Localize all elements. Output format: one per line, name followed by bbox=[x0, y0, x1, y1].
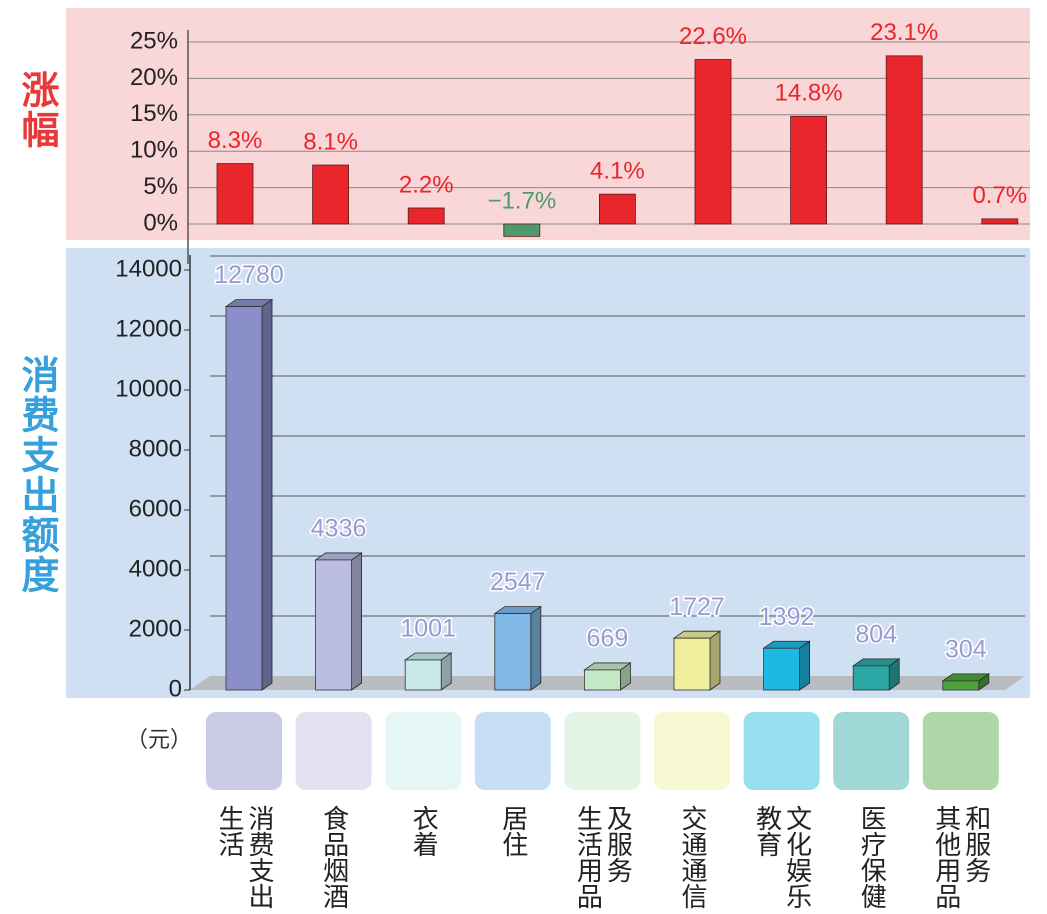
value-label: 304 bbox=[945, 635, 987, 663]
y-tick-label: 0 bbox=[169, 675, 182, 702]
y-tick-label: 25% bbox=[130, 27, 178, 54]
category-label: 居住 bbox=[498, 805, 528, 857]
bar bbox=[791, 116, 827, 224]
bar bbox=[943, 681, 979, 690]
value-label: 2547 bbox=[490, 568, 546, 596]
bar bbox=[886, 56, 922, 224]
bar bbox=[217, 164, 253, 224]
category-label: 生活用品 及服务 bbox=[572, 805, 632, 909]
value-label: 669 bbox=[587, 625, 629, 653]
category-icon bbox=[654, 712, 730, 790]
bar-side bbox=[352, 553, 362, 690]
bar bbox=[982, 219, 1018, 224]
category-label: 衣着 bbox=[408, 805, 438, 857]
y-tick-label: 12000 bbox=[115, 315, 182, 342]
top-y-label: 涨幅 bbox=[10, 70, 65, 150]
value-label: 23.1% bbox=[870, 19, 938, 46]
value-label: 1727 bbox=[669, 593, 725, 621]
category-icon bbox=[385, 712, 461, 790]
unit-label: （元） bbox=[126, 722, 192, 754]
value-label: 2.2% bbox=[399, 171, 454, 198]
y-tick-label: 10000 bbox=[115, 375, 182, 402]
chart: 0% 5% 10% 15% 20% 25% 8.3% 8.1% 2.2% −1.7% 4.1% 22.… bbox=[0, 0, 1047, 914]
category-label: 其他用品 和服务 bbox=[931, 805, 991, 909]
y-tick-label: 4000 bbox=[129, 555, 182, 582]
bar bbox=[599, 194, 635, 224]
y-tick-label: 15% bbox=[130, 100, 178, 127]
category-icon bbox=[833, 712, 909, 790]
bar-side bbox=[800, 641, 810, 690]
value-label: 1001 bbox=[400, 615, 456, 643]
value-label: 1392 bbox=[759, 603, 815, 631]
y-tick-label: 10% bbox=[130, 137, 178, 164]
bottom-y-label: 消费支出额度 bbox=[10, 355, 65, 595]
category-label: 食品烟酒 bbox=[319, 805, 349, 909]
value-label: 804 bbox=[855, 620, 897, 648]
value-label: 22.6% bbox=[679, 23, 747, 50]
value-label: 14.8% bbox=[775, 80, 843, 107]
y-tick-label: 5% bbox=[143, 173, 178, 200]
category-label: 教育 文化娱乐 bbox=[752, 805, 812, 909]
value-label: 8.1% bbox=[303, 128, 358, 155]
bar bbox=[674, 638, 710, 690]
y-tick-label: 0% bbox=[143, 209, 178, 236]
category-icon bbox=[923, 712, 999, 790]
bar-side bbox=[262, 300, 272, 690]
value-label: 4336 bbox=[311, 515, 367, 543]
y-tick-label: 2000 bbox=[129, 615, 182, 642]
bar bbox=[408, 208, 444, 224]
bar bbox=[405, 660, 441, 690]
bar-side bbox=[531, 607, 541, 690]
bar bbox=[853, 666, 889, 690]
bar bbox=[695, 59, 731, 223]
y-tick-label: 14000 bbox=[115, 255, 182, 282]
value-label: 0.7% bbox=[972, 182, 1027, 209]
value-label: −1.7% bbox=[487, 187, 556, 214]
bar bbox=[504, 224, 540, 236]
value-label: 8.3% bbox=[208, 127, 263, 154]
page: 0% 5% 10% 15% 20% 25% 8.3% 8.1% 2.2% −1.7% 4.1% 22.… bbox=[0, 0, 1047, 914]
bar bbox=[764, 648, 800, 690]
category-icon bbox=[744, 712, 820, 790]
category-label: 医疗保健 bbox=[856, 805, 886, 909]
category-icon bbox=[296, 712, 372, 790]
bar bbox=[313, 165, 349, 224]
bar bbox=[584, 670, 620, 690]
category-label: 生活 消费支出 bbox=[214, 805, 274, 909]
value-label: 4.1% bbox=[590, 157, 645, 184]
bar bbox=[226, 307, 262, 690]
category-icon bbox=[206, 712, 282, 790]
y-tick-label: 8000 bbox=[129, 435, 182, 462]
bar bbox=[316, 560, 352, 690]
category-label: 交通通信 bbox=[677, 805, 707, 909]
y-tick-label: 20% bbox=[130, 64, 178, 91]
bar bbox=[495, 614, 531, 690]
value-label: 12780 bbox=[214, 261, 284, 289]
bar-side bbox=[710, 631, 720, 690]
y-tick-label: 6000 bbox=[129, 495, 182, 522]
category-icon bbox=[564, 712, 640, 790]
category-icon bbox=[475, 712, 551, 790]
